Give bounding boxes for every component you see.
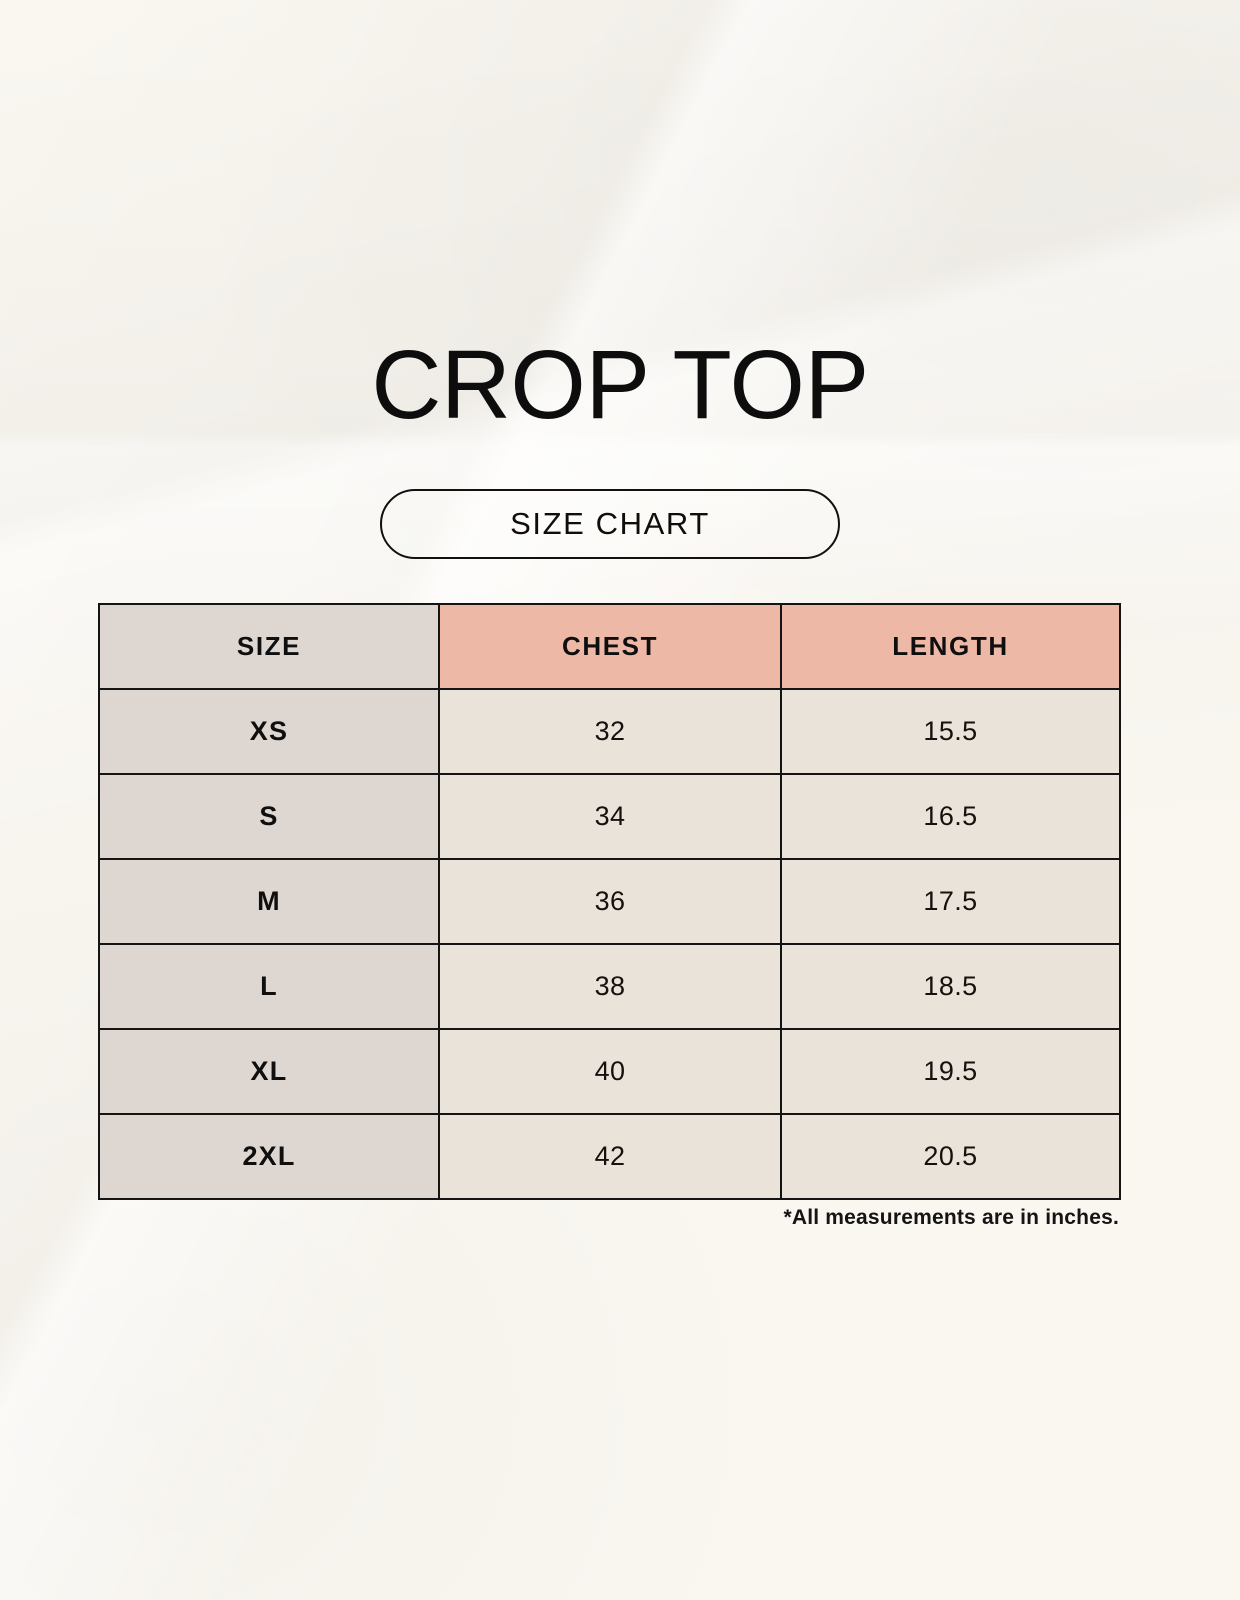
page-title: CROP TOP	[371, 330, 869, 439]
cell-length: 16.5	[780, 773, 1121, 860]
cell-chest: 38	[438, 943, 782, 1030]
cell-size: L	[98, 943, 440, 1030]
measurement-units-footnote: *All measurements are in inches.	[783, 1206, 1119, 1229]
column-header-chest: CHEST	[438, 603, 782, 690]
cell-length: 17.5	[780, 858, 1121, 945]
table-header-row: SIZE CHEST LENGTH	[98, 603, 1121, 690]
cell-chest: 32	[438, 688, 782, 775]
size-chart-table: SIZE CHEST LENGTH XS 32 15.5 S 34 16.5 M	[98, 603, 1121, 1200]
table-row: S 34 16.5	[98, 773, 1121, 860]
cell-size: S	[98, 773, 440, 860]
table-row: XL 40 19.5	[98, 1028, 1121, 1115]
column-header-length: LENGTH	[780, 603, 1121, 690]
size-chart-pill: SIZE CHART	[380, 489, 840, 559]
size-chart-pill-label: SIZE CHART	[510, 506, 710, 541]
cell-chest: 40	[438, 1028, 782, 1115]
cell-size: 2XL	[98, 1113, 440, 1200]
cell-size: XS	[98, 688, 440, 775]
cell-length: 19.5	[780, 1028, 1121, 1115]
cell-size: M	[98, 858, 440, 945]
table-row: M 36 17.5	[98, 858, 1121, 945]
table-row: L 38 18.5	[98, 943, 1121, 1030]
cell-chest: 42	[438, 1113, 782, 1200]
cell-length: 15.5	[780, 688, 1121, 775]
cell-size: XL	[98, 1028, 440, 1115]
table-body: XS 32 15.5 S 34 16.5 M 36 17.5 L 38	[98, 688, 1121, 1200]
table-row: XS 32 15.5	[98, 688, 1121, 775]
table-row: 2XL 42 20.5	[98, 1113, 1121, 1200]
cell-length: 18.5	[780, 943, 1121, 1030]
cell-length: 20.5	[780, 1113, 1121, 1200]
cell-chest: 36	[438, 858, 782, 945]
column-header-size: SIZE	[98, 603, 440, 690]
size-chart-table-container: SIZE CHEST LENGTH XS 32 15.5 S 34 16.5 M	[98, 603, 1121, 1200]
cell-chest: 34	[438, 773, 782, 860]
